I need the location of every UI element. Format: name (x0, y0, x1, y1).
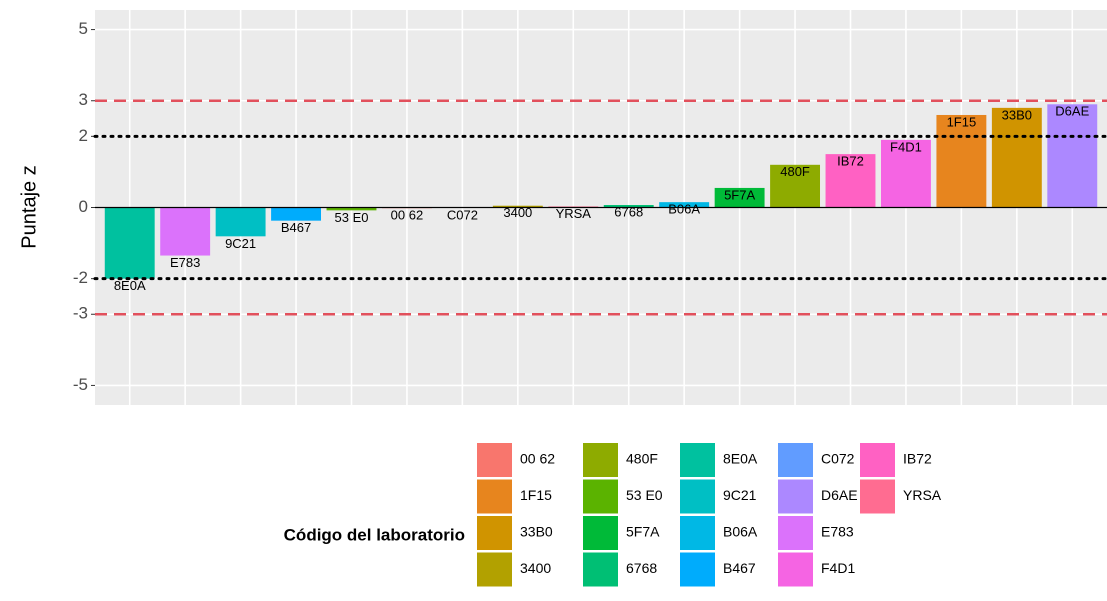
legend-label: IB72 (903, 451, 932, 467)
legend-key (778, 516, 813, 550)
legend-key (583, 516, 618, 550)
bar (603, 205, 654, 208)
bar (659, 202, 710, 208)
bar-label: E783 (170, 255, 200, 270)
legend-title: Código del laboratorio (284, 525, 465, 544)
legend-label: 3400 (520, 560, 551, 576)
bar-label: B06A (668, 202, 700, 217)
legend-key (680, 516, 715, 550)
legend-label: 6768 (626, 560, 657, 576)
legend-label: 8E0A (723, 451, 758, 467)
legend-label: 33B0 (520, 524, 553, 540)
legend-key (778, 552, 813, 587)
y-tick-label: 3 (79, 90, 88, 109)
legend-key (477, 516, 512, 550)
bar-label: B467 (281, 220, 311, 235)
legend-label: 480F (626, 451, 658, 467)
legend-label: 5F7A (626, 524, 660, 540)
legend-label: E783 (821, 524, 854, 540)
bar (936, 114, 987, 208)
y-tick-label: 0 (79, 197, 88, 216)
legend-key (583, 479, 618, 514)
legend-label: F4D1 (821, 560, 855, 576)
bar-label: F4D1 (890, 139, 922, 154)
bar-label: 480F (780, 164, 810, 179)
legend-key (680, 479, 715, 514)
bar (770, 164, 821, 208)
bar-label: 9C21 (225, 236, 256, 251)
y-axis-label: Puntaje z (18, 165, 40, 248)
bar (1047, 104, 1098, 208)
y-tick-label: -5 (73, 375, 88, 394)
bar-label: IB72 (837, 154, 864, 169)
legend-label: B467 (723, 560, 756, 576)
bar (215, 207, 266, 237)
legend-label: 53 E0 (626, 487, 663, 503)
bar-label: 6768 (614, 204, 643, 219)
bar-label: C072 (447, 207, 478, 222)
bar (160, 207, 211, 256)
bar-label: 3400 (503, 205, 532, 220)
legend-key (477, 479, 512, 514)
legend-label: B06A (723, 524, 758, 540)
bar-label: 33B0 (1002, 107, 1032, 122)
bar-label: 53 E0 (335, 210, 369, 225)
bar-label: YRSA (556, 206, 592, 221)
y-tick-label: 5 (79, 19, 88, 38)
bar (326, 207, 377, 211)
bar (271, 207, 322, 221)
legend-key (778, 479, 813, 514)
legend-key (583, 552, 618, 587)
bar (492, 205, 543, 208)
y-tick-label: -2 (73, 268, 88, 287)
legend-label: YRSA (903, 487, 942, 503)
bar (714, 187, 765, 208)
legend-key (477, 552, 512, 587)
legend-key (680, 443, 715, 477)
legend-key (778, 443, 813, 477)
bar-label: 00 62 (391, 208, 424, 223)
bar (104, 207, 155, 279)
legend-label: 1F15 (520, 487, 552, 503)
bar (880, 139, 931, 208)
legend-label: 9C21 (723, 487, 757, 503)
legend-label: 00 62 (520, 451, 555, 467)
legend-key (477, 443, 512, 477)
legend-label: C072 (821, 451, 855, 467)
bar (991, 107, 1042, 208)
legend-key (583, 443, 618, 477)
bar (825, 154, 876, 208)
bar-label: D6AE (1055, 104, 1089, 119)
legend-key (860, 479, 895, 514)
bar-label: 5F7A (724, 187, 755, 202)
legend-key (860, 443, 895, 477)
bar-label: 8E0A (114, 278, 146, 293)
bar-label: 1F15 (947, 114, 977, 129)
y-tick-label: 2 (79, 126, 88, 145)
y-tick-label: -3 (73, 304, 88, 323)
legend-key (680, 552, 715, 587)
legend-label: D6AE (821, 487, 858, 503)
